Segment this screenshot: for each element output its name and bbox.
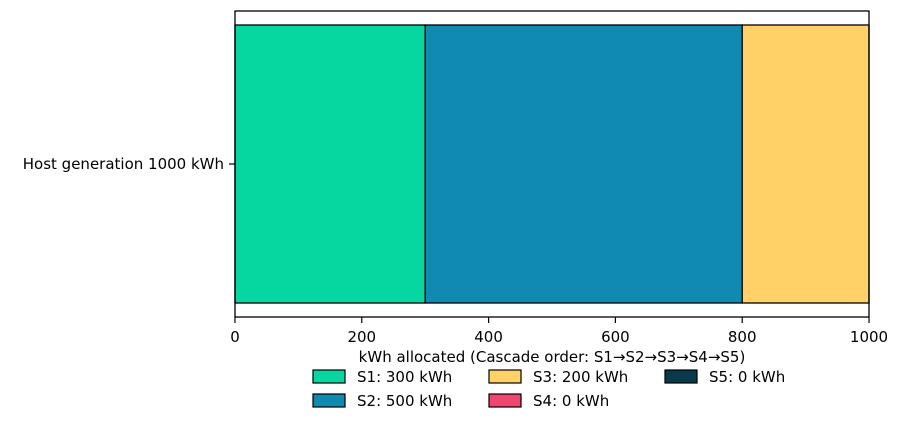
x-tick-label: 800 — [728, 328, 757, 346]
x-tick-label: 600 — [601, 328, 630, 346]
bar-segment-s1 — [234, 24, 426, 304]
legend-label-s5: S5: 0 kWh — [709, 368, 785, 386]
bars-group — [234, 24, 870, 304]
x-axis-ticks: 0 200 400 600 800 1000 — [230, 317, 888, 346]
legend-swatch-s5 — [664, 369, 698, 384]
legend-label-s2: S2: 500 kWh — [357, 392, 452, 410]
legend-swatch-s3 — [488, 369, 522, 384]
x-tick-label: 400 — [474, 328, 503, 346]
y-category-label: Host generation 1000 kWh — [23, 155, 224, 173]
x-axis-label: kWh allocated (Cascade order: S1→S2→S3→S… — [359, 348, 746, 366]
legend-swatch-s1 — [312, 369, 346, 384]
legend-swatch-s4 — [488, 393, 522, 408]
x-tick-label: 1000 — [850, 328, 888, 346]
bar-segment-s3 — [741, 24, 870, 304]
x-tick-label: 200 — [347, 328, 376, 346]
legend-swatch-s2 — [312, 393, 346, 408]
x-tick-label: 0 — [230, 328, 240, 346]
legend: S1: 300 kWh S2: 500 kWh S3: 200 kWh S4: 0 k… — [312, 368, 785, 410]
legend-label-s1: S1: 300 kWh — [357, 368, 452, 386]
legend-label-s4: S4: 0 kWh — [533, 392, 609, 410]
y-axis-ticks: Host generation 1000 kWh — [23, 155, 235, 173]
bar-segment-s2 — [424, 24, 743, 304]
legend-label-s3: S3: 200 kWh — [533, 368, 628, 386]
